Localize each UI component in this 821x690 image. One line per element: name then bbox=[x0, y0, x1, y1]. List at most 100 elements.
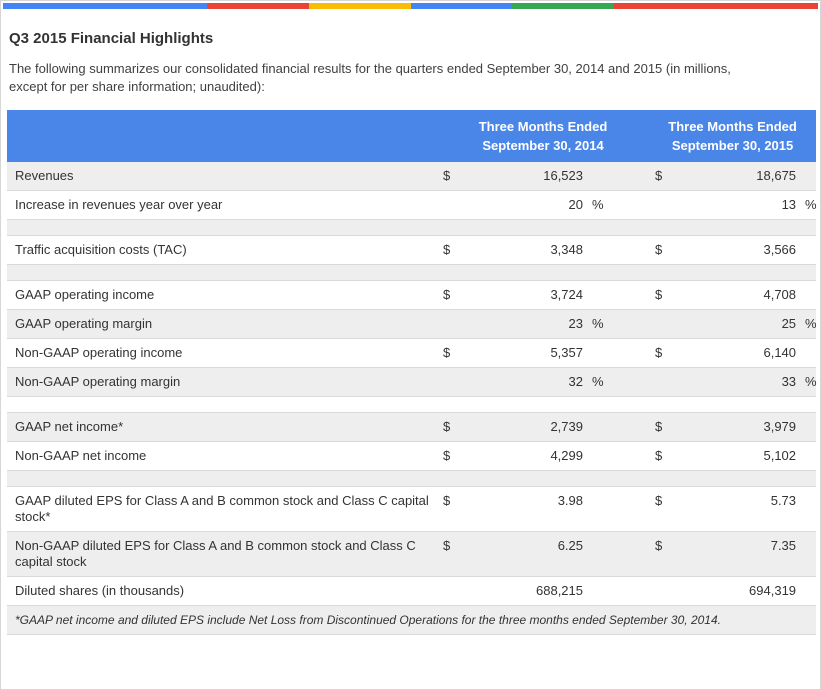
row-value-cell: 13 bbox=[671, 190, 798, 220]
row-dollar-cell: $ bbox=[437, 412, 459, 442]
row-dollar-cell bbox=[437, 396, 459, 413]
row-value-cell bbox=[671, 264, 798, 281]
row-dollar-cell: $ bbox=[443, 168, 451, 183]
row-dollar-cell bbox=[437, 219, 459, 236]
row-label: Increase in revenues year over year bbox=[7, 190, 437, 220]
intro-text: The following summarizes our consolidate… bbox=[9, 61, 731, 94]
row-pct-cell bbox=[584, 264, 650, 281]
row-value-cell: 7.35 bbox=[671, 531, 798, 577]
table-row-spacer bbox=[7, 264, 817, 281]
table-row-spacer bbox=[7, 219, 817, 236]
row-pct-cell bbox=[584, 235, 650, 265]
row-label: GAAP net income* bbox=[7, 412, 437, 442]
row-dollar-cell: $ bbox=[655, 168, 663, 183]
row-label: GAAP operating income bbox=[7, 280, 437, 310]
row-value-cell: 23 bbox=[459, 309, 584, 339]
row-value-cell: 3,566 bbox=[671, 235, 798, 265]
table-row: Traffic acquisition costs (TAC) $3,348 $3,… bbox=[7, 235, 817, 265]
row-pct-cell: % bbox=[797, 190, 817, 220]
table-row: Diluted shares (in thousands) 688,215 694,… bbox=[7, 576, 817, 606]
row-dollar-cell: $ bbox=[437, 486, 459, 532]
row-dollar-cell bbox=[437, 576, 459, 606]
row-dollar-cell bbox=[437, 470, 459, 487]
row-value-cell: 6,140 bbox=[671, 338, 798, 368]
row-label: Non-GAAP net income bbox=[7, 441, 437, 471]
header-period-line: September 30, 2015 bbox=[671, 138, 794, 153]
row-pct-cell bbox=[797, 235, 817, 265]
row-value-cell bbox=[459, 396, 584, 413]
header-period-2015: Three Months Ended September 30, 2015 bbox=[649, 110, 817, 162]
bar-segment-green bbox=[512, 3, 615, 9]
row-dollar-cell bbox=[649, 396, 672, 413]
table-row-spacer bbox=[7, 470, 817, 487]
row-pct-cell: % bbox=[584, 190, 650, 220]
row-value-cell: 688,215 bbox=[459, 576, 584, 606]
table-footnote-row: *GAAP net income and diluted EPS include… bbox=[7, 605, 817, 635]
table-row: GAAP net income* $2,739 $3,979 bbox=[7, 412, 817, 442]
table-body: Revenues $16,523 $18,675 Increase in revenu… bbox=[7, 162, 817, 635]
row-value-cell: 6.25 bbox=[459, 531, 584, 577]
row-dollar-cell bbox=[649, 367, 672, 397]
row-value-cell: 3,724 bbox=[459, 280, 584, 310]
row-dollar-cell: $ bbox=[649, 486, 672, 532]
row-label: Non-GAAP operating margin bbox=[7, 367, 437, 397]
table-row: GAAP operating income $3,724 $4,708 bbox=[7, 280, 817, 310]
row-label: Non-GAAP operating income bbox=[7, 338, 437, 368]
row-pct-cell bbox=[584, 470, 650, 487]
row-value-cell bbox=[671, 470, 798, 487]
row-pct-cell bbox=[797, 219, 817, 236]
row-pct-cell bbox=[584, 412, 650, 442]
row-dollar-cell: $ bbox=[649, 235, 672, 265]
row-value-cell bbox=[459, 219, 584, 236]
row-dollar-cell: $ bbox=[649, 531, 672, 577]
row-dollar-cell: $ bbox=[649, 338, 672, 368]
row-pct-cell bbox=[797, 486, 817, 532]
row-pct-cell: % bbox=[797, 367, 817, 397]
row-dollar-cell: $ bbox=[437, 235, 459, 265]
row-pct-cell bbox=[797, 280, 817, 310]
row-pct-cell bbox=[797, 396, 817, 413]
row-pct-cell bbox=[797, 441, 817, 471]
row-label bbox=[7, 396, 437, 413]
table-row: Non-GAAP operating margin 32% 33% bbox=[7, 367, 817, 397]
row-pct-cell bbox=[797, 412, 817, 442]
table-header-row: Three Months Ended September 30, 2014 Th… bbox=[7, 110, 817, 162]
row-dollar-cell: $ bbox=[649, 412, 672, 442]
row-value-cell: 4,708 bbox=[671, 280, 798, 310]
bar-segment-blue-1 bbox=[3, 3, 207, 9]
row-pct-cell: % bbox=[584, 367, 650, 397]
row-label: Diluted shares (in thousands) bbox=[7, 576, 437, 606]
table-row: GAAP diluted EPS for Class A and B commo… bbox=[7, 486, 817, 532]
row-value-cell: 4,299 bbox=[459, 441, 584, 471]
header-period-line: Three Months Ended bbox=[668, 119, 797, 134]
row-label bbox=[7, 264, 437, 281]
row-value-cell bbox=[459, 470, 584, 487]
row-value-cell: 694,319 bbox=[671, 576, 798, 606]
table-row: Increase in revenues year over year 20% 13… bbox=[7, 190, 817, 220]
bar-segment-yellow bbox=[308, 3, 411, 9]
row-label: Non-GAAP diluted EPS for Class A and B c… bbox=[7, 531, 437, 577]
table-row-spacer bbox=[7, 396, 817, 413]
row-value-cell: 33 bbox=[671, 367, 798, 397]
page-title: Q3 2015 Financial Highlights bbox=[9, 30, 214, 47]
row-pct-cell bbox=[584, 576, 650, 606]
row-dollar-cell: $ bbox=[437, 338, 459, 368]
row-pct-cell bbox=[584, 531, 650, 577]
row-label bbox=[7, 470, 437, 487]
row-dollar-cell bbox=[649, 219, 672, 236]
header-period-line: Three Months Ended bbox=[478, 119, 608, 134]
row-label bbox=[7, 219, 437, 236]
row-value-cell: 25 bbox=[671, 309, 798, 339]
row-value-cell: 2,739 bbox=[459, 412, 584, 442]
row-label: GAAP diluted EPS for Class A and B commo… bbox=[7, 486, 437, 532]
table-row: GAAP operating margin 23% 25% bbox=[7, 309, 817, 339]
row-dollar-cell bbox=[649, 470, 672, 487]
row-dollar-cell bbox=[649, 576, 672, 606]
header-period-2014: Three Months Ended September 30, 2014 bbox=[437, 110, 650, 162]
row-pct-cell bbox=[584, 162, 649, 191]
row-dollar-cell bbox=[649, 190, 672, 220]
bar-segment-red-1 bbox=[206, 3, 309, 9]
row-value-cell bbox=[459, 264, 584, 281]
row-value-cell: 3,979 bbox=[671, 412, 798, 442]
